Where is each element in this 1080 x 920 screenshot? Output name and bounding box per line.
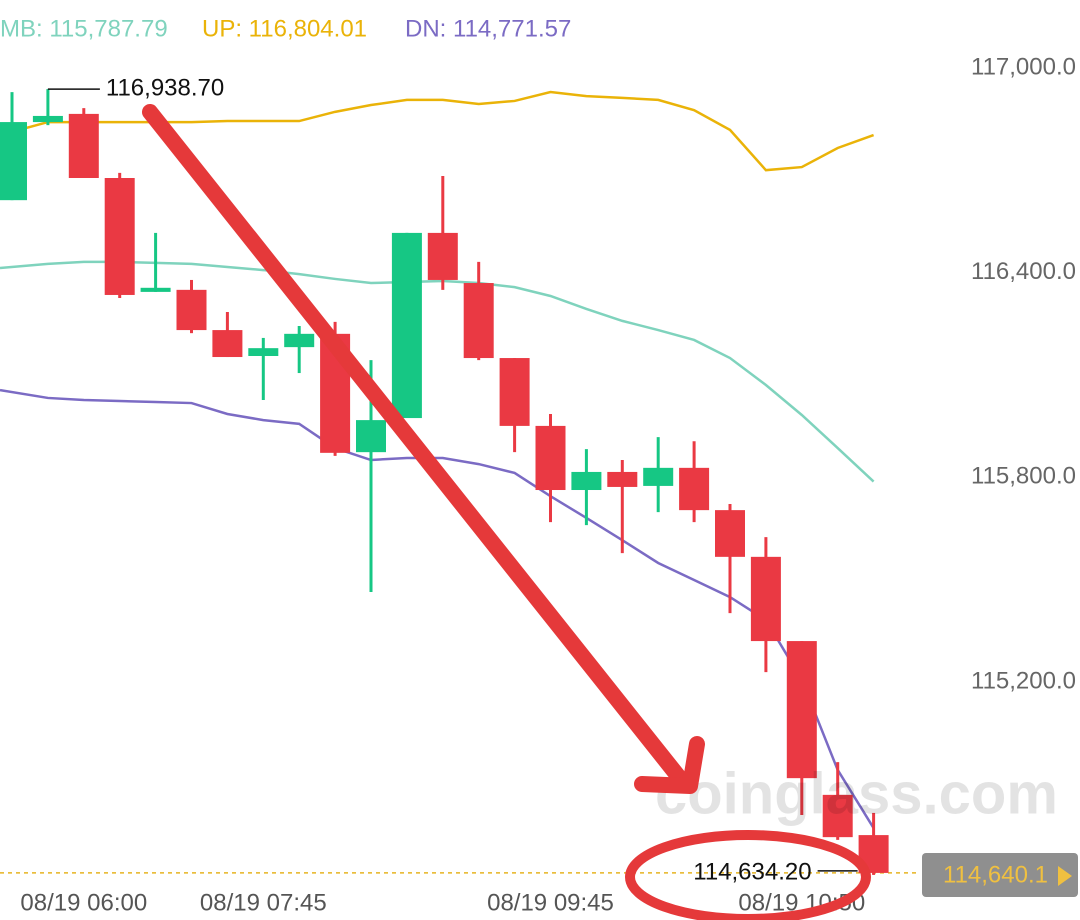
y-tick-label: 115,800.0 bbox=[971, 463, 1076, 490]
candle-body bbox=[104, 178, 135, 295]
price-tag bbox=[922, 853, 1078, 897]
y-tick-label: 117,000.0 bbox=[971, 54, 1076, 81]
candle-body bbox=[0, 122, 27, 201]
legend-entry: MB: 115,787.79 bbox=[0, 15, 168, 42]
candle-body bbox=[679, 467, 710, 511]
candle-body bbox=[427, 232, 458, 280]
price-tag-arrow bbox=[1058, 866, 1072, 886]
candle-body bbox=[786, 641, 817, 779]
candle-body bbox=[535, 425, 566, 491]
legend-entry: UP: 116,804.01 bbox=[202, 15, 367, 42]
candle-body bbox=[643, 467, 674, 486]
candle-body bbox=[32, 115, 63, 123]
candle-body bbox=[607, 471, 638, 487]
arrow-head bbox=[634, 736, 705, 794]
x-tick-label: 08/19 07:45 bbox=[200, 889, 327, 916]
x-tick-label: 08/19 06:00 bbox=[20, 889, 147, 916]
candle-body bbox=[463, 283, 494, 359]
candle-body bbox=[248, 348, 279, 356]
price-tag-label: 114,640.1 bbox=[943, 861, 1048, 888]
candle-body bbox=[68, 113, 99, 178]
candle-body bbox=[284, 333, 315, 348]
red-circle bbox=[625, 830, 871, 920]
red-arrow bbox=[142, 104, 686, 784]
candle-body bbox=[499, 358, 530, 426]
candle-body bbox=[391, 232, 422, 419]
y-tick-label: 116,400.0 bbox=[971, 258, 1076, 285]
candle-body bbox=[715, 510, 745, 557]
high-label: 116,938.70 bbox=[106, 74, 224, 101]
candle-body bbox=[750, 556, 781, 642]
candle-body bbox=[176, 289, 207, 331]
candle-body bbox=[140, 287, 171, 292]
candle-body bbox=[356, 420, 386, 453]
candle-body bbox=[212, 330, 243, 358]
y-tick-label: 115,200.0 bbox=[971, 667, 1076, 694]
watermark: coinglass.com bbox=[655, 761, 1058, 826]
legend-entry: DN: 114,771.57 bbox=[405, 15, 571, 42]
x-tick-label: 08/19 09:45 bbox=[487, 889, 614, 916]
candle-body bbox=[822, 794, 853, 838]
low-label: 114,634.20 bbox=[693, 858, 811, 885]
candle-body bbox=[571, 471, 602, 491]
